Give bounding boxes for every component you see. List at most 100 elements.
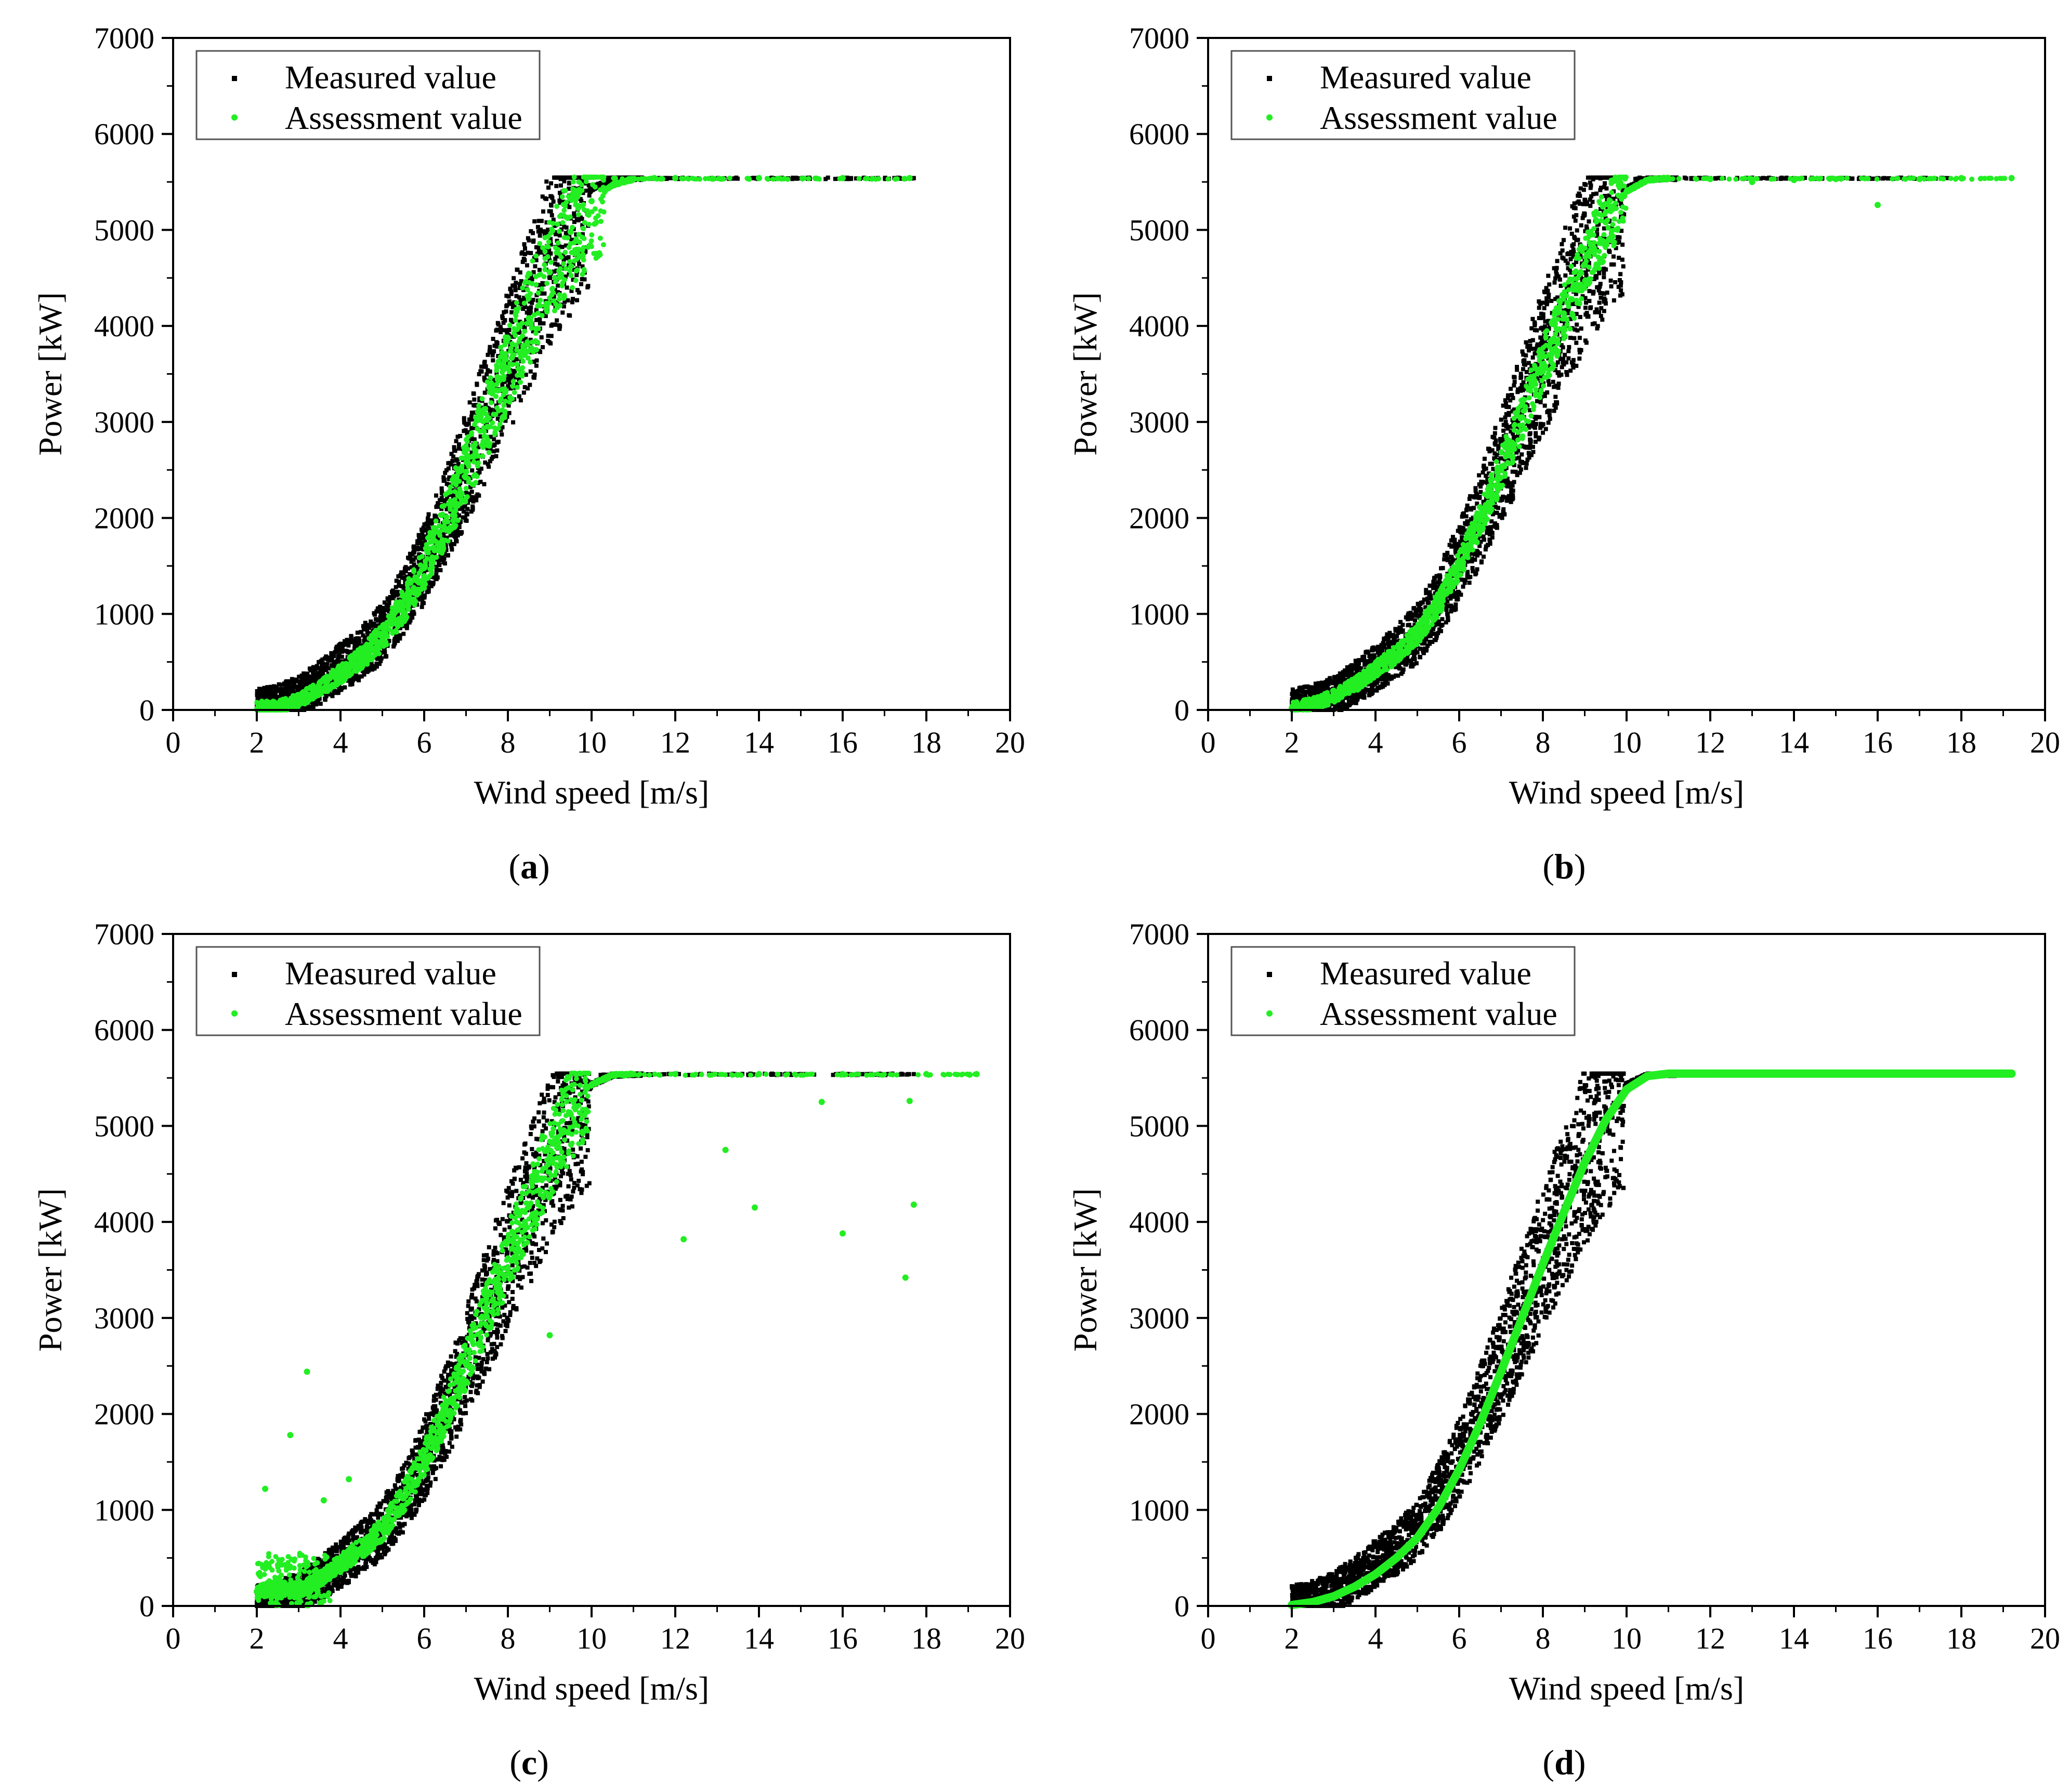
- measured-point: [1496, 506, 1500, 510]
- measured-point: [467, 491, 471, 496]
- measured-point: [580, 232, 585, 236]
- measured-point: [363, 621, 368, 625]
- measured-point: [569, 288, 574, 293]
- measured-point: [528, 383, 532, 387]
- measured-point: [532, 219, 537, 223]
- measured-point: [526, 386, 530, 391]
- measured-point: [553, 175, 558, 180]
- assessment-point: [442, 518, 449, 525]
- assessment-point: [555, 221, 560, 227]
- measured-point: [567, 205, 572, 209]
- assessment-point: [814, 175, 820, 181]
- measured-point: [434, 568, 439, 573]
- measured-point: [378, 659, 383, 664]
- assessment-point: [487, 441, 493, 446]
- measured-point: [575, 298, 580, 302]
- measured-point: [446, 461, 451, 466]
- assessment-point: [533, 347, 539, 352]
- measured-point: [1445, 612, 1450, 616]
- measured-point: [833, 177, 837, 181]
- measured-point: [415, 539, 420, 544]
- measured-point: [505, 303, 509, 308]
- assessment-point: [550, 228, 556, 234]
- measured-point: [336, 654, 340, 658]
- measured-point: [356, 641, 360, 645]
- measured-point: [384, 616, 388, 621]
- measured-point: [1440, 617, 1445, 622]
- measured-point: [359, 630, 363, 635]
- measured-point: [489, 407, 493, 412]
- measured-point: [488, 434, 493, 439]
- measured-point: [534, 318, 539, 322]
- assessment-point: [525, 355, 531, 361]
- measured-point: [272, 684, 277, 689]
- assessment-point: [517, 371, 523, 376]
- measured-point: [517, 286, 522, 291]
- measured-point: [544, 220, 549, 225]
- measured-point: [336, 657, 340, 662]
- measured-point: [337, 652, 342, 656]
- measured-point: [518, 282, 522, 286]
- measured-point: [541, 209, 545, 214]
- measured-point: [1518, 459, 1523, 464]
- measured-point: [296, 687, 300, 691]
- measured-point: [404, 574, 409, 579]
- measured-point: [415, 583, 420, 588]
- measured-point: [325, 656, 330, 661]
- assessment-point: [537, 241, 543, 246]
- measured-point: [383, 608, 387, 612]
- assessment-point: [512, 390, 517, 396]
- measured-point: [479, 466, 483, 471]
- assessment-point: [567, 268, 573, 274]
- measured-point: [1505, 426, 1510, 431]
- measured-point: [370, 667, 375, 672]
- assessment-point: [516, 305, 521, 311]
- measured-point: [444, 482, 449, 486]
- measured-point: [363, 639, 368, 643]
- assessment-point: [439, 538, 444, 544]
- measured-point: [506, 374, 511, 378]
- measured-point: [794, 175, 798, 180]
- measured-point: [277, 695, 282, 700]
- measured-point: [488, 459, 492, 464]
- measured-point: [439, 507, 444, 511]
- measured-point: [321, 671, 325, 676]
- assessment-point: [532, 338, 538, 344]
- assessment-point: [421, 574, 426, 580]
- chart-panel-b: 0 2 4 6 8 10 12 14 16 18 2001000200030004000500060…: [1067, 21, 2060, 886]
- measured-point: [362, 672, 366, 677]
- measured-point: [392, 639, 397, 643]
- measured-point: [420, 528, 424, 532]
- assessment-point: [460, 455, 465, 461]
- measured-point: [509, 310, 514, 314]
- measured-point: [394, 636, 398, 640]
- assessment-point: [535, 290, 541, 296]
- measured-point: [330, 678, 335, 683]
- x-tick-label: 14: [744, 726, 774, 759]
- measured-point: [452, 542, 456, 546]
- measured-point: [441, 475, 446, 480]
- measured-point: [439, 486, 444, 491]
- measured-point: [288, 686, 293, 691]
- measured-point: [578, 215, 583, 220]
- measured-point: [456, 513, 461, 518]
- x-tick-label: 10: [577, 726, 607, 759]
- assessment-point: [573, 278, 579, 283]
- assessment-point: [559, 194, 565, 200]
- measured-point: [336, 643, 341, 648]
- measured-point: [541, 282, 546, 287]
- measured-point: [260, 691, 265, 696]
- assessment-point: [477, 428, 483, 434]
- assessment-point: [520, 359, 526, 364]
- x-tick-label: 4: [333, 726, 348, 759]
- measured-point: [499, 428, 503, 432]
- assessment-point: [421, 564, 427, 571]
- measured-point: [538, 321, 543, 325]
- measured-point: [366, 631, 371, 636]
- assessment-point: [572, 251, 578, 257]
- plot-area: [173, 38, 1010, 710]
- measured-point: [390, 588, 395, 593]
- assessment-point: [568, 273, 574, 279]
- measured-point: [441, 532, 446, 537]
- assessment-point: [581, 236, 587, 242]
